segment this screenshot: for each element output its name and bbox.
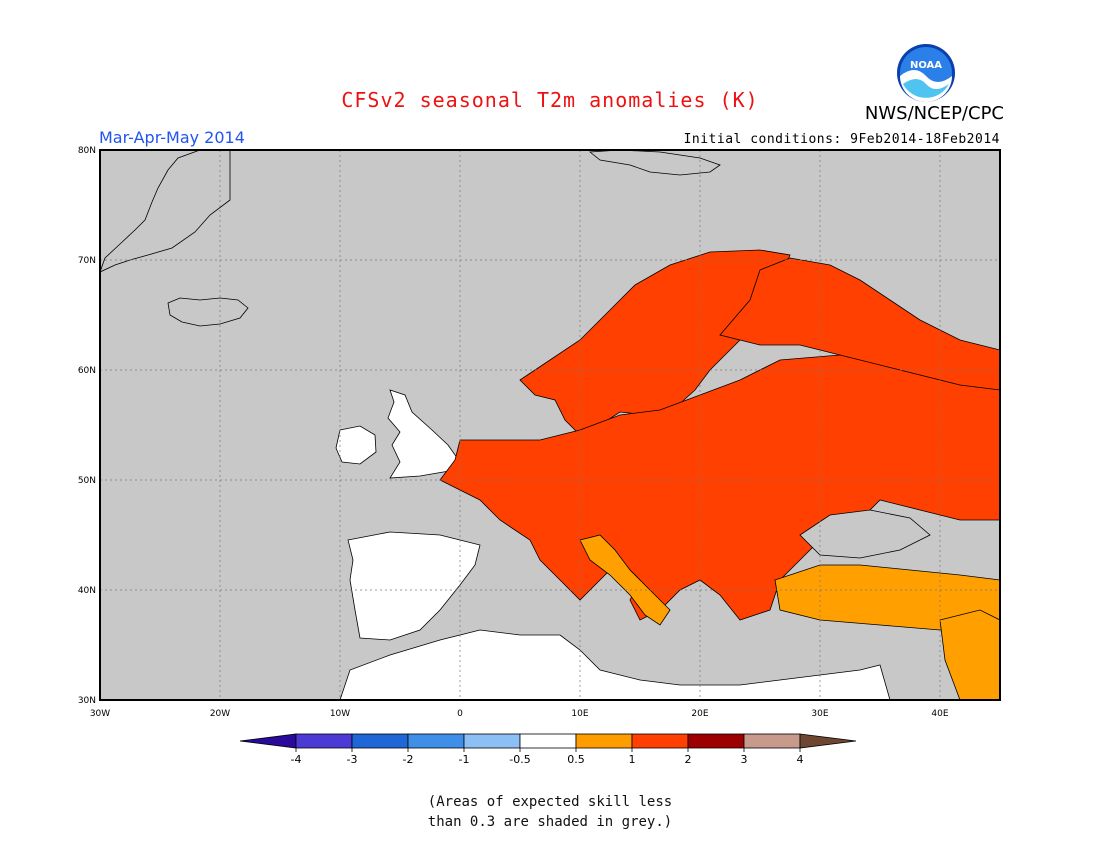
skill-note: (Areas of expected skill less than 0.3 a… xyxy=(0,792,1100,832)
colorbar-label: -3 xyxy=(347,753,358,766)
colorbar-label: 4 xyxy=(797,753,804,766)
forecast-period: Mar-Apr-May 2014 xyxy=(99,128,245,147)
finland xyxy=(719,257,1000,391)
initial-conditions: Initial conditions: 9Feb2014-18Feb2014 xyxy=(683,132,1000,147)
iceland xyxy=(167,297,249,327)
colorbar-label: -1 xyxy=(459,753,470,766)
colorbar-label: 2 xyxy=(685,753,692,766)
greenland xyxy=(100,150,231,273)
lat-tick-label: 80N xyxy=(78,146,96,156)
ireland xyxy=(335,425,377,465)
colorbar-box xyxy=(519,733,577,749)
lat-tick-label: 60N xyxy=(78,366,96,376)
agency-label: NWS/NCEP/CPC xyxy=(864,103,1004,124)
turkey xyxy=(774,564,1000,631)
logo-text: NOAA xyxy=(910,60,942,71)
black-sea xyxy=(799,509,931,559)
lon-tick-labels: 30W 20W 10W 0 10E 20E 30E 40E xyxy=(90,709,949,719)
north-africa xyxy=(339,629,891,700)
lat-tick-label: 30N xyxy=(78,696,96,706)
lon-tick-label: 30E xyxy=(811,709,828,719)
colorbar-box xyxy=(687,733,745,749)
colorbar-box xyxy=(351,733,409,749)
lat-tick-label: 70N xyxy=(78,256,96,266)
lon-tick-label: 20E xyxy=(691,709,708,719)
noaa-logo: NOAA xyxy=(897,44,955,102)
lon-tick-label: 0 xyxy=(457,709,463,719)
colorbar-end-low xyxy=(239,733,297,749)
svalbard xyxy=(588,150,721,176)
near-east xyxy=(939,609,1000,700)
colorbar-box xyxy=(463,733,521,749)
lon-tick-label: 10E xyxy=(571,709,588,719)
lat-tick-label: 40N xyxy=(78,586,96,596)
lon-tick-label: 10W xyxy=(330,709,350,719)
lat-tick-label: 50N xyxy=(78,476,96,486)
colorbar-label: -4 xyxy=(291,753,302,766)
map-gridlines xyxy=(100,150,1000,700)
colorbar-box xyxy=(295,733,353,749)
lon-tick-label: 30W xyxy=(90,709,110,719)
colorbar-box xyxy=(575,733,633,749)
colorbar-box xyxy=(743,733,801,749)
lon-tick-label: 40E xyxy=(931,709,948,719)
skill-note-line1: (Areas of expected skill less xyxy=(427,794,673,810)
anomaly-map: 30W 20W 10W 0 10E 20E 30E 40E 80N 70N 60N 50N 40N 30… xyxy=(78,146,1001,719)
italy xyxy=(579,534,671,626)
colorbar-label: 0.5 xyxy=(567,753,585,766)
lat-tick-labels: 80N 70N 60N 50N 40N 30N xyxy=(78,146,96,706)
colorbar-label: -2 xyxy=(403,753,414,766)
colorbar-label: -0.5 xyxy=(509,753,530,766)
colorbar: -4 -3 -2 -1 -0.5 0.5 1 2 3 4 xyxy=(239,733,857,766)
skill-note-line2: than 0.3 are shaded in grey.) xyxy=(427,814,673,830)
colorbar-box xyxy=(407,733,465,749)
colorbar-label: 3 xyxy=(741,753,748,766)
iberia xyxy=(347,531,481,641)
lon-tick-label: 20W xyxy=(210,709,230,719)
colorbar-label: 1 xyxy=(629,753,636,766)
map-frame xyxy=(99,149,1001,701)
colorbar-end-high xyxy=(799,733,857,749)
great-britain xyxy=(387,389,461,479)
colorbar-box xyxy=(631,733,689,749)
land-areas xyxy=(100,150,1000,700)
chart-title: CFSv2 seasonal T2m anomalies (K) xyxy=(341,88,759,112)
mainland-europe xyxy=(439,354,1000,621)
